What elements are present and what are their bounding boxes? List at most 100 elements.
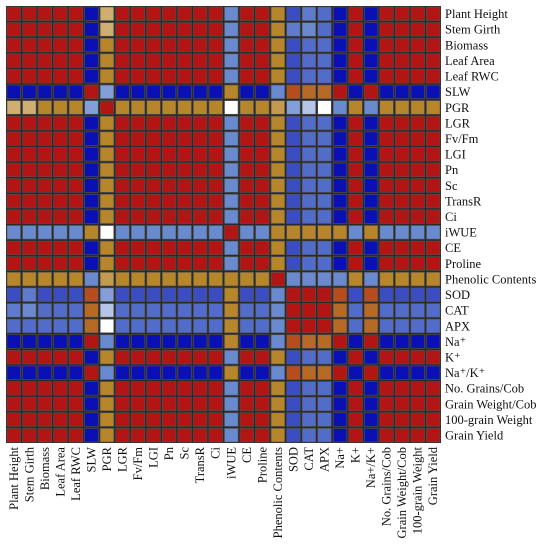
heatmap-cell	[193, 365, 208, 380]
x-tick-label: LGI	[147, 447, 161, 468]
heatmap-cell	[270, 162, 285, 177]
heatmap-cell	[410, 209, 425, 224]
heatmap-cell	[332, 37, 348, 53]
heatmap-cell	[255, 22, 270, 37]
heatmap-cell	[286, 256, 301, 271]
heatmap-cell	[146, 381, 161, 396]
heatmap-cell	[348, 84, 363, 99]
heatmap-cell	[395, 303, 410, 318]
heatmap-cell	[348, 22, 363, 37]
x-tick-label: Na+	[333, 447, 347, 469]
heatmap-cell	[286, 115, 301, 131]
heatmap-cell	[426, 6, 441, 21]
x-tick-label: K+	[349, 447, 363, 463]
heatmap-cell	[410, 412, 425, 427]
heatmap-cell	[426, 240, 441, 256]
heatmap-cell	[53, 272, 68, 287]
heatmap-cell	[22, 240, 37, 256]
heatmap-cell	[130, 350, 146, 365]
x-tick-label: Fv/Fm	[131, 447, 145, 481]
heatmap-cell	[395, 225, 410, 240]
heatmap-cell	[37, 53, 52, 68]
heatmap-cell	[84, 225, 99, 240]
heatmap-cell	[224, 100, 239, 115]
heatmap-cell	[410, 256, 425, 271]
y-tick-label: SOD	[445, 288, 470, 302]
x-tick-label: Stem Girth	[22, 446, 36, 502]
heatmap-cell	[130, 396, 146, 412]
heatmap-cell	[426, 193, 441, 209]
heatmap-cell	[177, 147, 192, 162]
heatmap-cell	[239, 6, 254, 21]
heatmap-cell	[410, 396, 425, 412]
heatmap-cell	[68, 115, 83, 131]
heatmap-cell	[301, 256, 317, 271]
heatmap-cell	[224, 334, 239, 349]
heatmap-cell	[130, 131, 146, 146]
heatmap-cell	[208, 365, 223, 380]
heatmap-cell	[395, 37, 410, 53]
heatmap-cell	[193, 240, 208, 256]
heatmap-cell	[177, 256, 192, 271]
heatmap-cell	[379, 287, 394, 302]
heatmap-cell	[270, 256, 285, 271]
heatmap-cell	[6, 334, 21, 349]
heatmap-cell	[301, 287, 317, 302]
heatmap-cell	[115, 100, 130, 115]
heatmap-cell	[270, 178, 285, 193]
heatmap-cell	[332, 84, 348, 99]
heatmap-cell	[286, 396, 301, 412]
heatmap-cell	[270, 69, 285, 84]
heatmap-cell	[162, 115, 177, 131]
heatmap-cell	[270, 318, 285, 334]
heatmap-cell	[224, 6, 239, 21]
heatmap-cell	[99, 178, 115, 193]
heatmap-cell	[208, 287, 223, 302]
heatmap-cell	[348, 334, 363, 349]
heatmap-cell	[115, 225, 130, 240]
heatmap-cell	[22, 287, 37, 302]
heatmap-cell	[115, 240, 130, 256]
heatmap-cell	[379, 350, 394, 365]
heatmap-cell	[130, 318, 146, 334]
heatmap-cell	[364, 381, 379, 396]
heatmap-cell	[162, 147, 177, 162]
heatmap-cell	[53, 6, 68, 21]
heatmap-cell	[332, 412, 348, 427]
heatmap-cell	[84, 272, 99, 287]
heatmap-cell	[364, 287, 379, 302]
heatmap-cell	[177, 6, 192, 21]
heatmap-cell	[239, 350, 254, 365]
heatmap-cell	[317, 147, 332, 162]
heatmap-cell	[286, 350, 301, 365]
heatmap-cell	[255, 412, 270, 427]
heatmap-cell	[99, 6, 115, 21]
heatmap-cell	[379, 115, 394, 131]
heatmap-cell	[301, 412, 317, 427]
heatmap-cell	[177, 100, 192, 115]
heatmap-cell	[301, 69, 317, 84]
heatmap-cell	[410, 240, 425, 256]
heatmap-cell	[348, 381, 363, 396]
heatmap-cell	[224, 240, 239, 256]
heatmap-cell	[53, 22, 68, 37]
heatmap-cell	[410, 303, 425, 318]
heatmap-cell	[22, 69, 37, 84]
heatmap-cell	[130, 365, 146, 380]
heatmap-cell	[177, 381, 192, 396]
heatmap-cell	[146, 147, 161, 162]
heatmap-cell	[68, 381, 83, 396]
heatmap-cell	[68, 412, 83, 427]
y-tick-label: Proline	[445, 257, 482, 271]
heatmap-cell	[332, 365, 348, 380]
heatmap-cell	[162, 256, 177, 271]
heatmap-cell	[317, 115, 332, 131]
heatmap-cell	[177, 350, 192, 365]
heatmap-cell	[177, 287, 192, 302]
heatmap-cell	[6, 162, 21, 177]
heatmap-cell	[286, 381, 301, 396]
heatmap-cell	[239, 37, 254, 53]
heatmap-cell	[379, 396, 394, 412]
heatmap-cell	[115, 147, 130, 162]
heatmap-cell	[84, 69, 99, 84]
